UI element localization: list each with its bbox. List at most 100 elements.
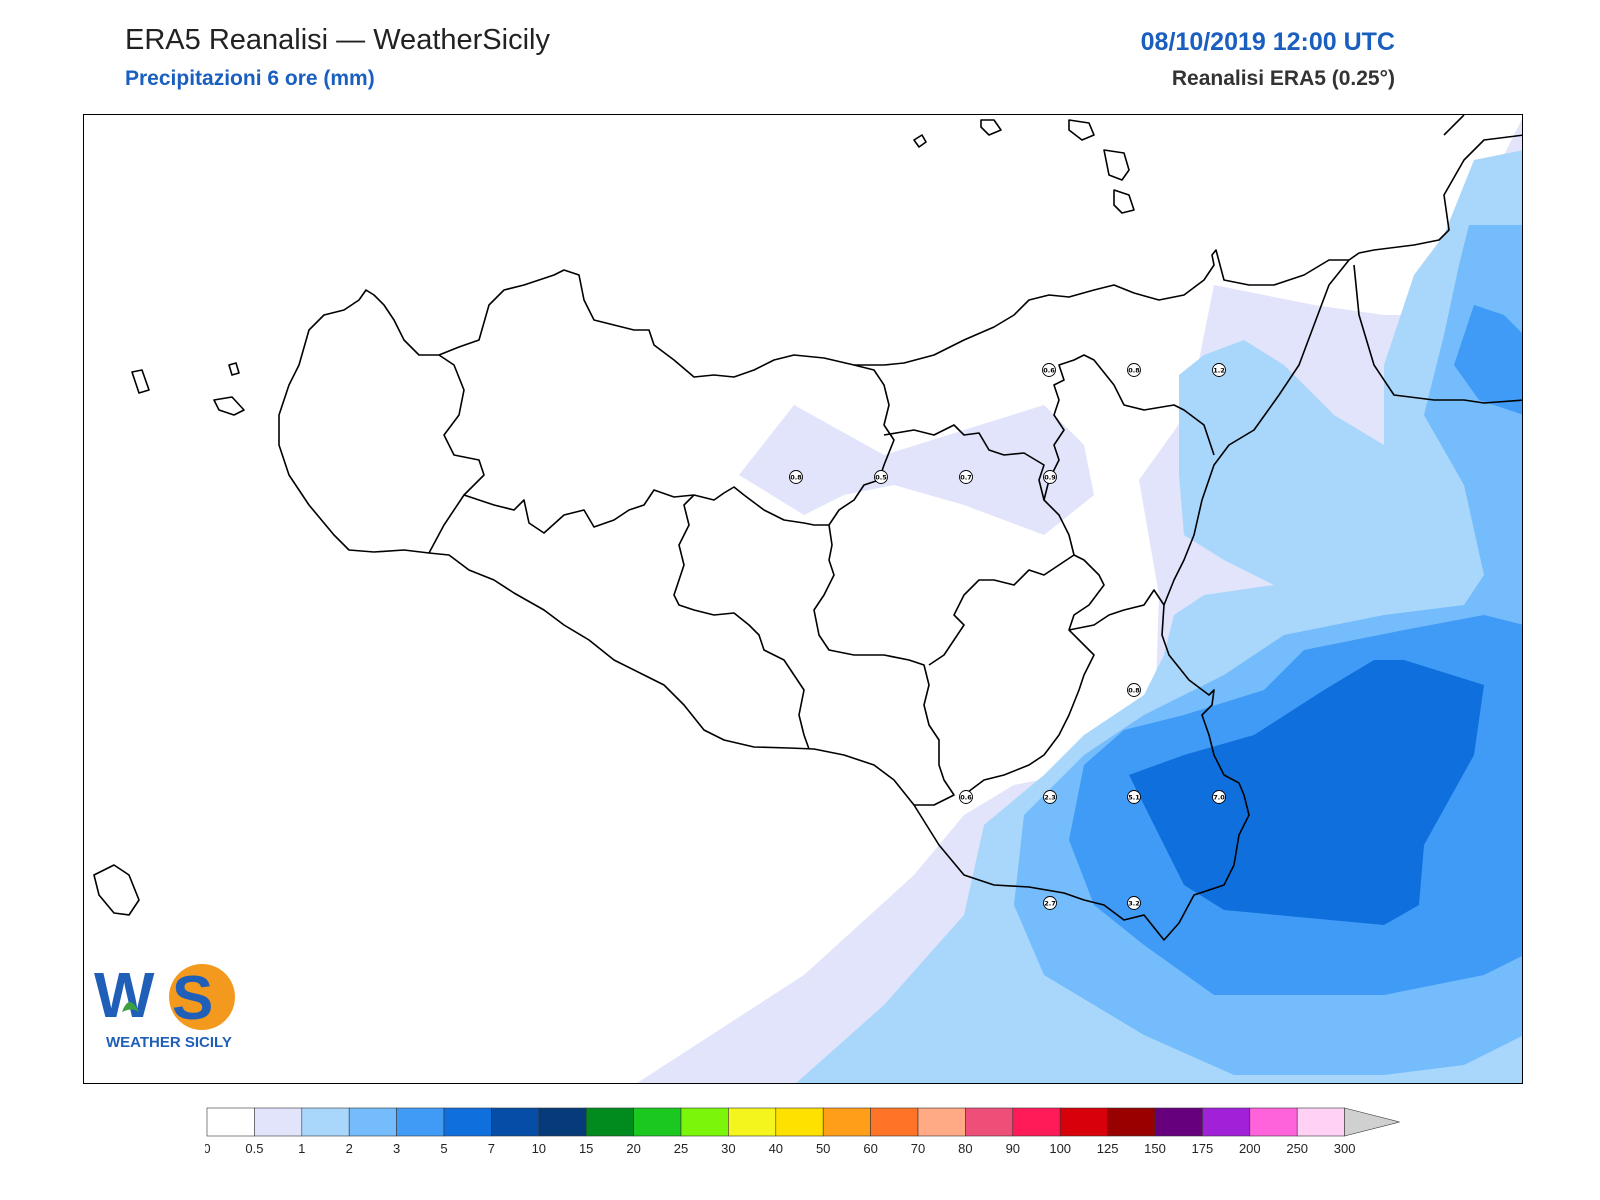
station-value: 0.8 (1128, 687, 1140, 695)
station-circle (959, 470, 973, 484)
map-subtitle: Precipitazioni 6 ore (mm) (125, 67, 375, 90)
colorbar-tick-label: 250 (1286, 1141, 1308, 1156)
station-circle (1127, 790, 1141, 804)
colorbar-swatch (491, 1107, 540, 1137)
colorbar-swatch (1154, 1107, 1203, 1137)
colorbar-tick-label: 15 (579, 1141, 593, 1156)
map-title: ERA5 Reanalisi — WeatherSicily (125, 24, 550, 56)
colorbar-tick-label: 0.5 (245, 1141, 263, 1156)
colorbar-swatch (1012, 1107, 1061, 1137)
colorbar-swatch (965, 1107, 1014, 1137)
station-marker: 7.0 (1212, 790, 1226, 804)
colorbar-swatch (585, 1107, 634, 1137)
colorbar-swatch (348, 1107, 397, 1137)
colorbar-swatch (1107, 1107, 1156, 1137)
station-circle (959, 790, 973, 804)
colorbar-tick-label: 175 (1192, 1141, 1214, 1156)
station-value: 0.7 (960, 474, 972, 482)
colorbar-swatch (870, 1107, 919, 1137)
station-value: 0.8 (1128, 367, 1140, 375)
colorbar-tick-label: 0 (205, 1141, 211, 1156)
colorbar-tick-label: 5 (440, 1141, 447, 1156)
station-marker: 1.2 (1212, 363, 1226, 377)
station-circle (1043, 896, 1057, 910)
station-circle (1127, 683, 1141, 697)
station-circle (1043, 470, 1057, 484)
colorbar-tick-label: 300 (1334, 1141, 1356, 1156)
station-circle (1127, 363, 1141, 377)
colorbar-swatch (917, 1107, 966, 1137)
station-marker: 0.9 (1043, 470, 1057, 484)
map-canvas: 0.6 0.8 1.2 0.8 0.5 0.7 0.9 0.8 0.6 2.3 5.1 7.0 2.7 3… (93, 115, 1522, 1083)
station-marker: 2.7 (1043, 896, 1057, 910)
colorbar-swatch (1249, 1107, 1298, 1137)
logo-sun-icon (169, 964, 235, 1030)
station-value: 0.9 (1044, 474, 1056, 482)
colorbar-swatch (822, 1107, 871, 1137)
colorbar-swatch (1059, 1107, 1108, 1137)
logo-s: S (172, 964, 213, 1033)
colorbar-tick-label: 30 (721, 1141, 735, 1156)
colorbar-tick-label: 200 (1239, 1141, 1261, 1156)
station-value: 0.6 (960, 794, 972, 802)
station-marker: 0.6 (959, 790, 973, 804)
station-value: 7.0 (1213, 794, 1225, 802)
colorbar-overflow-arrow (1344, 1107, 1400, 1137)
logo-w: W (94, 959, 155, 1031)
station-marker: 0.7 (959, 470, 973, 484)
colorbar-tick-label: 50 (816, 1141, 830, 1156)
station-circle (1212, 790, 1226, 804)
station-circle (874, 470, 888, 484)
station-marker: 0.8 (789, 470, 803, 484)
colorbar-tick-label: 90 (1006, 1141, 1020, 1156)
station-circle (1042, 363, 1056, 377)
colorbar-swatch (728, 1107, 777, 1137)
colorbar-swatch (254, 1107, 303, 1137)
colorbar-tick-label: 3 (393, 1141, 400, 1156)
colorbar-tick-label: 2 (346, 1141, 353, 1156)
colorbar-swatch (301, 1107, 350, 1137)
precipitation-colorbar: 0 0.5 1 2 3 5 7 10 15 20 25 30 40 50 60 70 80 90 100 125 150… (203, 1107, 1405, 1162)
station-marker: 0.6 (1042, 363, 1056, 377)
station-marker: 0.8 (1127, 683, 1141, 697)
weathersicily-logo: W S WEATHER SICILY (94, 959, 235, 1051)
colorbar-swatch (206, 1107, 255, 1137)
station-circle (1127, 896, 1141, 910)
colorbar-swatch (443, 1107, 492, 1137)
colorbar-tick-label: 20 (626, 1141, 640, 1156)
map-datetime: 08/10/2019 12:00 UTC (1140, 28, 1395, 56)
colorbar-swatch (538, 1107, 587, 1137)
logo-name: WEATHER SICILY (106, 1034, 232, 1051)
station-value: 0.5 (875, 474, 887, 482)
station-circle (789, 470, 803, 484)
colorbar-tick-label: 25 (674, 1141, 688, 1156)
colorbar-swatch (680, 1107, 729, 1137)
station-value: 1.2 (1213, 367, 1225, 375)
colorbar-tick-label: 40 (769, 1141, 783, 1156)
station-value: 2.3 (1044, 794, 1056, 802)
station-marker: 3.2 (1127, 896, 1141, 910)
station-value: 5.1 (1128, 794, 1140, 802)
station-marker: 2.3 (1043, 790, 1057, 804)
station-value: 3.2 (1128, 900, 1140, 908)
colorbar-swatch (396, 1107, 445, 1137)
precip-contour-5 (1129, 660, 1484, 925)
colorbar-tick-label: 1 (298, 1141, 305, 1156)
precipitation-map: 0.6 0.8 1.2 0.8 0.5 0.7 0.9 0.8 0.6 2.3 5.1 7.0 2.7 3… (83, 114, 1523, 1084)
model-label: Reanalisi ERA5 (0.25°) (1171, 67, 1395, 90)
colorbar-tick-label: 60 (863, 1141, 877, 1156)
station-circle (1212, 363, 1226, 377)
colorbar-tick-label: 7 (488, 1141, 495, 1156)
colorbar-tick-label: 10 (532, 1141, 546, 1156)
colorbar-tick-label: 70 (911, 1141, 925, 1156)
station-value: 2.7 (1044, 900, 1056, 908)
station-marker: 0.5 (874, 470, 888, 484)
colorbar-tick-label: 100 (1049, 1141, 1071, 1156)
station-marker: 0.8 (1127, 363, 1141, 377)
colorbar-swatch (1202, 1107, 1251, 1137)
station-marker: 5.1 (1127, 790, 1141, 804)
colorbar-tick-label: 125 (1097, 1141, 1119, 1156)
colorbar-tick-label: 150 (1144, 1141, 1166, 1156)
coastline (93, 115, 1522, 941)
leaf-icon (122, 1002, 139, 1012)
